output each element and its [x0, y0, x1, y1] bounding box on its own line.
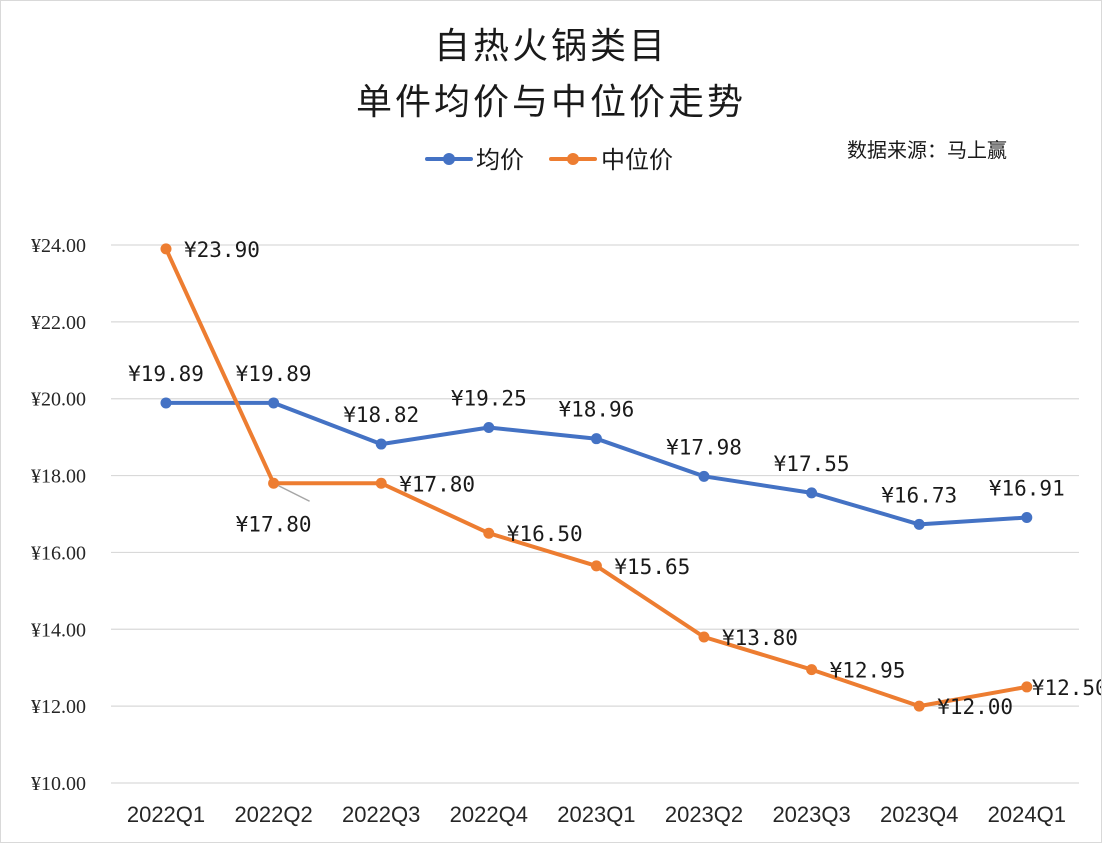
- y-tick-label: ¥14.00: [31, 619, 86, 641]
- data-point-avg-price: [375, 438, 387, 450]
- data-point-avg-price: [483, 422, 495, 434]
- data-label-median-price: ¥13.80: [722, 626, 798, 650]
- data-label-avg-price: ¥18.96: [558, 398, 634, 422]
- legend-item-median-price: 中位价: [549, 146, 673, 174]
- legend-label-median-price: 中位价: [601, 146, 673, 174]
- leader-line: [277, 484, 310, 502]
- data-label-median-price: ¥16.50: [507, 522, 583, 546]
- data-point-avg-price: [268, 397, 280, 409]
- data-point-median-price: [160, 243, 172, 255]
- data-point-median-price: [268, 477, 280, 489]
- legend-item-avg-price: 均价: [425, 146, 524, 174]
- chart-title-line-1: 自热火锅类目: [434, 26, 668, 67]
- data-label-median-price: ¥12.00: [937, 695, 1013, 719]
- x-tick-label: 2022Q1: [127, 802, 205, 827]
- data-point-avg-price: [160, 397, 172, 409]
- data-point-avg-price: [1021, 511, 1033, 523]
- x-tick-label: 2023Q4: [880, 802, 958, 827]
- data-label-avg-price: ¥19.89: [128, 362, 204, 386]
- data-label-avg-price: ¥19.89: [236, 362, 312, 386]
- data-point-median-price: [375, 477, 387, 489]
- x-tick-label: 2024Q1: [988, 802, 1066, 827]
- data-point-avg-price: [806, 487, 818, 499]
- legend-label-avg-price: 均价: [476, 146, 524, 174]
- data-point-median-price: [913, 700, 925, 712]
- data-label-avg-price: ¥16.73: [881, 483, 957, 507]
- y-tick-label: ¥24.00: [31, 235, 86, 257]
- data-point-avg-price: [590, 433, 602, 445]
- data-point-median-price: [483, 527, 495, 539]
- x-tick-label: 2022Q4: [450, 802, 528, 827]
- x-axis-tick-labels: 2022Q1 2022Q2 2022Q3 2022Q4 2023Q1 2023Q2 2023…: [127, 802, 1066, 827]
- chart-title-line-2: 单件均价与中位价走势: [356, 82, 746, 123]
- data-point-median-price: [806, 664, 818, 676]
- data-point-median-price: [698, 631, 710, 643]
- label-leader-lines: [277, 484, 310, 502]
- series-markers: [160, 243, 1033, 712]
- data-point-avg-price: [913, 518, 925, 530]
- data-label-median-price: ¥12.50: [1032, 676, 1101, 700]
- data-source-note: 数据来源：马上赢: [847, 138, 1007, 162]
- y-tick-label: ¥22.00: [31, 312, 86, 334]
- data-label-median-price: ¥12.95: [830, 659, 906, 683]
- series-lines: [164, 246, 1029, 709]
- data-label-median-price: ¥23.90: [184, 238, 260, 262]
- data-label-avg-price: ¥16.91: [989, 476, 1065, 500]
- y-tick-label: ¥16.00: [31, 542, 86, 564]
- y-axis-tick-labels: ¥10.00 ¥12.00 ¥14.00 ¥16.00 ¥18.00 ¥20.00 ¥22.…: [31, 235, 86, 795]
- y-tick-label: ¥10.00: [31, 773, 86, 795]
- data-label-avg-price: ¥17.55: [774, 452, 850, 476]
- gridlines: [111, 244, 1079, 784]
- y-tick-label: ¥18.00: [31, 466, 86, 488]
- series-line-median-price: [164, 246, 1029, 709]
- data-label-avg-price: ¥17.98: [666, 435, 742, 459]
- data-label-median-price: ¥17.80: [236, 512, 312, 536]
- data-point-median-price: [1021, 681, 1033, 693]
- y-tick-label: ¥20.00: [31, 389, 86, 411]
- data-labels: ¥19.89 ¥19.89 ¥18.82 ¥19.25 ¥18.96 ¥17.98 ¥17.…: [128, 238, 1101, 719]
- legend: 均价 中位价: [425, 146, 673, 174]
- x-tick-label: 2023Q3: [772, 802, 850, 827]
- data-label-median-price: ¥15.65: [614, 555, 690, 579]
- y-tick-label: ¥12.00: [31, 696, 86, 718]
- x-tick-label: 2022Q2: [234, 802, 312, 827]
- x-tick-label: 2023Q2: [665, 802, 743, 827]
- x-tick-label: 2023Q1: [557, 802, 635, 827]
- legend-marker-median-price: [567, 153, 579, 165]
- x-tick-label: 2022Q3: [342, 802, 420, 827]
- data-label-avg-price: ¥19.25: [451, 387, 527, 411]
- data-label-median-price: ¥17.80: [399, 472, 475, 496]
- data-point-avg-price: [698, 470, 710, 482]
- data-point-median-price: [590, 560, 602, 572]
- data-label-avg-price: ¥18.82: [343, 403, 419, 427]
- legend-marker-avg-price: [443, 153, 455, 165]
